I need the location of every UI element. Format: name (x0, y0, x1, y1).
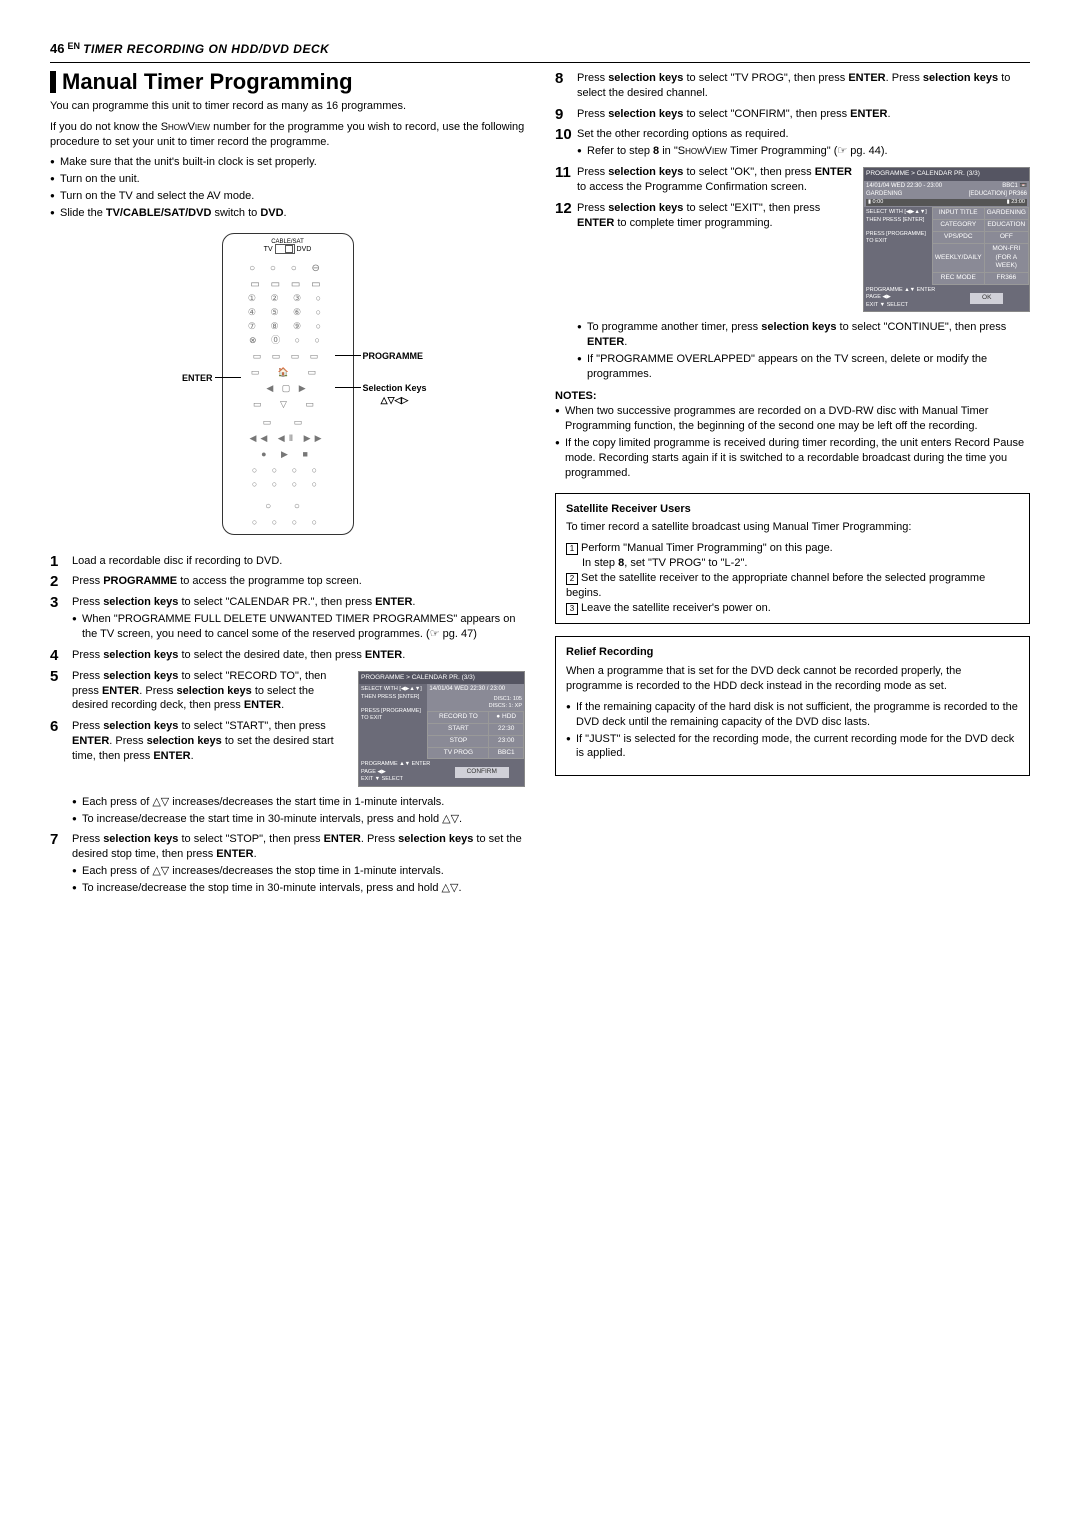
page-number: 46 (50, 41, 64, 56)
remote-diagram: CABLE/SAT TV DVD ○ ○ ○ ⊖ ▭ ▭ ▭ ▭ ① ② ③ ○… (50, 233, 525, 540)
boxed-1-icon: 1 (566, 543, 578, 555)
pre-bullets: Make sure that the unit's built-in clock… (50, 155, 525, 220)
right-column: Press selection keys to select "TV PROG"… (555, 71, 1030, 902)
step-3: Press selection keys to select "CALENDAR… (50, 595, 525, 642)
boxed-3-icon: 3 (566, 603, 578, 615)
step-4: Press selection keys to select the desir… (50, 648, 525, 663)
page-header: 46 EN TIMER RECORDING ON HDD/DVD DECK (50, 40, 1030, 63)
step-10: Set the other recording options as requi… (555, 127, 1030, 159)
left-column: Manual Timer Programming You can program… (50, 71, 525, 902)
step-6: Press selection keys to select "START", … (50, 719, 525, 826)
step-8: Press selection keys to select "TV PROG"… (555, 71, 1030, 101)
notes-title: NOTES: (555, 389, 1030, 404)
steps-left: Load a recordable disc if recording to D… (50, 554, 525, 896)
step-12: Press selection keys to select "EXIT", t… (555, 201, 1030, 382)
step-9: Press selection keys to select "CONFIRM"… (555, 107, 1030, 122)
step-2: Press PROGRAMME to access the programme … (50, 574, 525, 589)
intro-2: If you do not know the ShowView number f… (50, 120, 525, 150)
relief-box: Relief Recording When a programme that i… (555, 636, 1030, 776)
pre-bullet: Turn on the unit. (50, 172, 525, 187)
pre-bullet: Slide the TV/CABLE/SAT/DVD switch to DVD… (50, 206, 525, 221)
step-11: PROGRAMME > CALENDAR PR. (3/3) 14/01/04 … (555, 165, 1030, 195)
pre-bullet: Make sure that the unit's built-in clock… (50, 155, 525, 170)
page-lang: EN (68, 41, 81, 51)
label-selection: Selection Keys△▽◁▷ (363, 382, 427, 406)
pre-bullet: Turn on the TV and select the AV mode. (50, 189, 525, 204)
boxed-2-icon: 2 (566, 573, 578, 585)
step-7: Press selection keys to select "STOP", t… (50, 832, 525, 895)
step-1: Load a recordable disc if recording to D… (50, 554, 525, 569)
main-title: Manual Timer Programming (50, 71, 525, 93)
intro-1: You can programme this unit to timer rec… (50, 99, 525, 114)
label-enter: ENTER (182, 372, 213, 384)
step-5: PROGRAMME > CALENDAR PR. (3/3) SELECT WI… (50, 669, 525, 714)
label-programme: PROGRAMME (363, 350, 424, 362)
satellite-title: Satellite Receiver Users (566, 502, 1019, 517)
section-title: TIMER RECORDING ON HDD/DVD DECK (83, 42, 329, 56)
steps-right: Press selection keys to select "TV PROG"… (555, 71, 1030, 382)
satellite-box: Satellite Receiver Users To timer record… (555, 493, 1030, 625)
relief-title: Relief Recording (566, 645, 1019, 660)
notes-list: When two successive programmes are recor… (555, 404, 1030, 480)
